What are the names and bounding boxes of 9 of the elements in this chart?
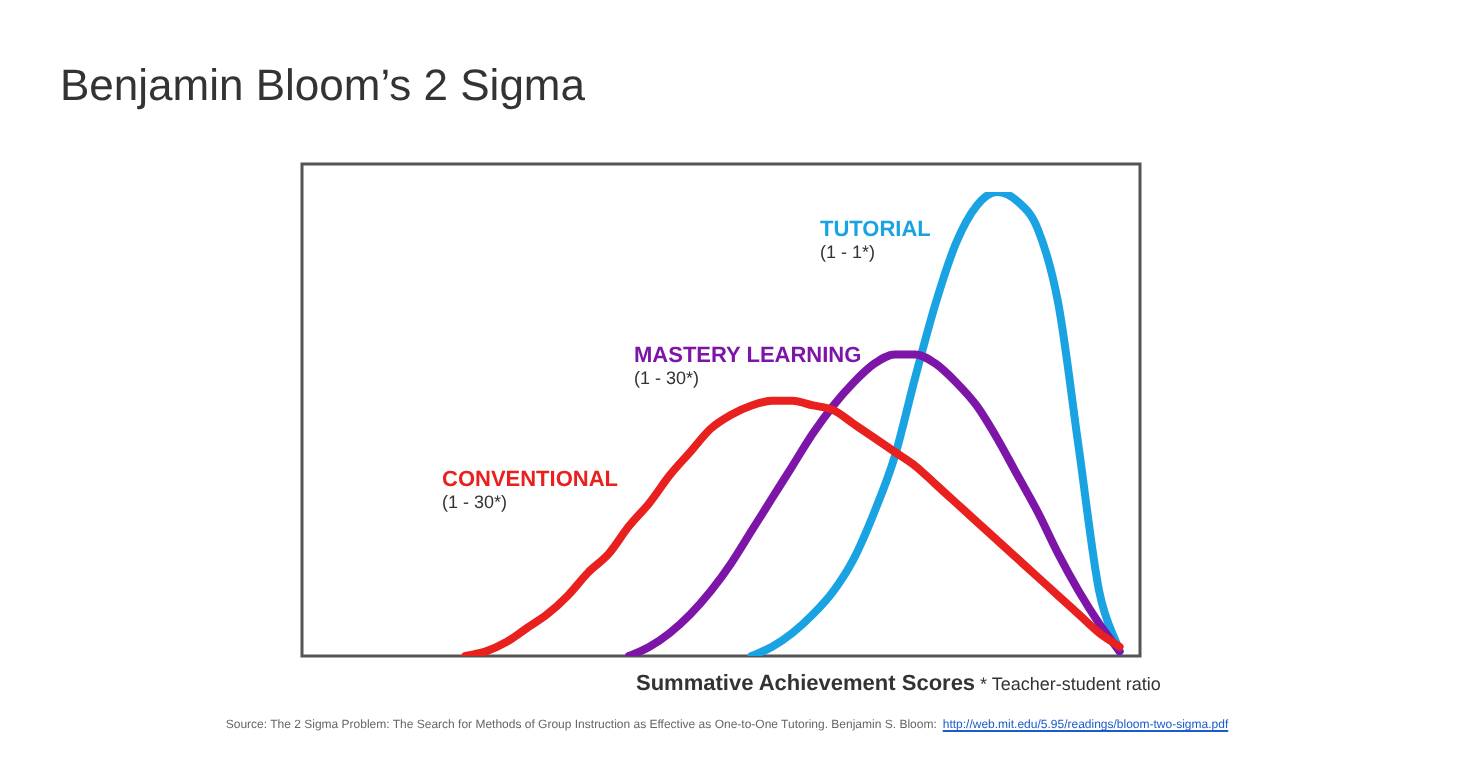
x-axis-title: Summative Achievement Scores <box>636 672 976 696</box>
annotation: (1 - 30*) <box>442 492 508 512</box>
series-label: TUTORIAL <box>820 218 932 243</box>
series-label: CONVENTIONAL <box>442 468 619 493</box>
annotation: (1 - 1*) <box>820 242 876 262</box>
text: * Teacher-student ratio <box>980 674 1161 694</box>
chart-title: Benjamin Bloom’s 2 Sigma <box>60 60 585 112</box>
series-label: MASTERY LEARNING <box>634 344 862 369</box>
annotation: (1 - 30*) <box>634 368 700 388</box>
